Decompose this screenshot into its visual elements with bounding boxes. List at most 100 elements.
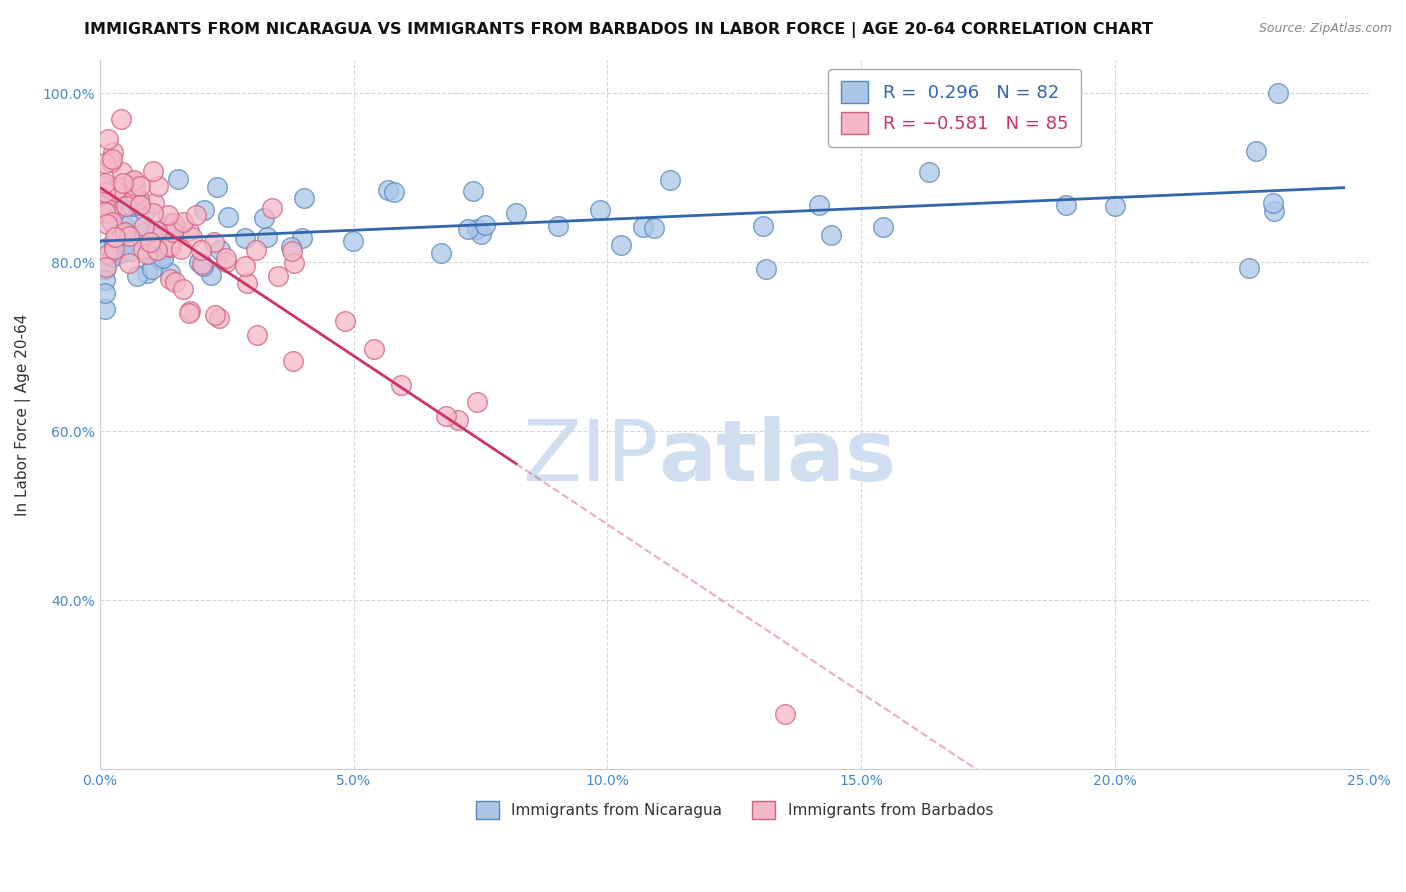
Point [172, 281, 194, 295]
Point [142, 206, 165, 220]
Point [121, 174, 143, 188]
Point [181, 229, 204, 244]
Point [342, 234, 364, 248]
Point [93, 200, 115, 214]
Point [280, 240, 302, 254]
Point [115, 198, 138, 212]
Point [167, 227, 190, 242]
Point [104, 185, 127, 199]
Point [389, 378, 412, 392]
Point [547, 219, 569, 233]
Point [111, 225, 134, 239]
Text: IMMIGRANTS FROM NICARAGUA VS IMMIGRANTS FROM BARBADOS IN LABOR FORCE | AGE 20-64: IMMIGRANTS FROM NICARAGUA VS IMMIGRANTS … [84, 22, 1153, 38]
Point [217, 210, 239, 224]
Point [179, 304, 201, 318]
Point [97, 182, 120, 196]
Point [104, 223, 127, 237]
Point [808, 198, 831, 212]
Point [101, 152, 124, 166]
Point [100, 214, 122, 228]
Point [167, 171, 190, 186]
Point [163, 276, 186, 290]
Point [246, 328, 269, 343]
Point [104, 203, 127, 218]
Point [108, 245, 131, 260]
Point [172, 215, 194, 229]
Text: Source: ZipAtlas.com: Source: ZipAtlas.com [1258, 22, 1392, 36]
Point [233, 260, 256, 274]
Point [177, 224, 200, 238]
Point [94, 201, 117, 215]
Point [820, 227, 842, 242]
Point [157, 239, 180, 253]
Point [333, 314, 356, 328]
Point [643, 221, 665, 235]
Point [446, 413, 468, 427]
Point [467, 222, 489, 236]
Point [124, 178, 146, 193]
Point [94, 260, 117, 274]
Point [101, 145, 124, 160]
Point [118, 216, 141, 230]
Point [204, 235, 226, 249]
Point [93, 186, 115, 200]
Point [918, 165, 941, 179]
Point [110, 112, 132, 126]
Point [93, 176, 115, 190]
Point [135, 247, 157, 261]
Point [111, 176, 134, 190]
Point [93, 205, 115, 219]
Point [752, 219, 775, 233]
Point [120, 244, 142, 258]
Point [103, 242, 125, 256]
Point [141, 229, 163, 244]
Point [93, 262, 115, 277]
Point [233, 231, 256, 245]
Point [97, 132, 120, 146]
Point [1263, 203, 1285, 218]
Point [160, 216, 183, 230]
Point [1267, 87, 1289, 101]
Point [159, 224, 181, 238]
Point [134, 205, 156, 219]
Point [100, 250, 122, 264]
Point [377, 183, 399, 197]
Point [281, 244, 304, 259]
Point [457, 222, 479, 236]
Point [112, 219, 135, 234]
Point [1237, 261, 1260, 276]
Point [142, 164, 165, 178]
Point [100, 215, 122, 229]
Point [128, 179, 150, 194]
Point [93, 273, 115, 287]
Y-axis label: In Labor Force | Age 20-64: In Labor Force | Age 20-64 [15, 313, 31, 516]
Point [755, 261, 778, 276]
Point [122, 173, 145, 187]
Point [129, 229, 152, 244]
Point [465, 394, 488, 409]
Point [96, 217, 118, 231]
Point [1261, 195, 1284, 210]
Point [97, 240, 120, 254]
Point [659, 173, 682, 187]
Point [588, 202, 610, 217]
Point [200, 268, 222, 282]
Point [245, 243, 267, 257]
Point [146, 179, 169, 194]
Point [152, 252, 174, 266]
Point [872, 219, 894, 234]
Point [93, 179, 115, 194]
Point [283, 256, 305, 270]
Point [145, 224, 167, 238]
Point [170, 242, 193, 256]
Point [107, 239, 129, 253]
Legend: Immigrants from Nicaragua, Immigrants from Barbados: Immigrants from Nicaragua, Immigrants fr… [470, 795, 1000, 825]
Point [165, 222, 187, 236]
Point [215, 255, 238, 269]
Point [470, 227, 492, 242]
Point [104, 230, 127, 244]
Point [236, 276, 259, 290]
Point [382, 186, 405, 200]
Point [143, 223, 166, 237]
Point [190, 244, 212, 258]
